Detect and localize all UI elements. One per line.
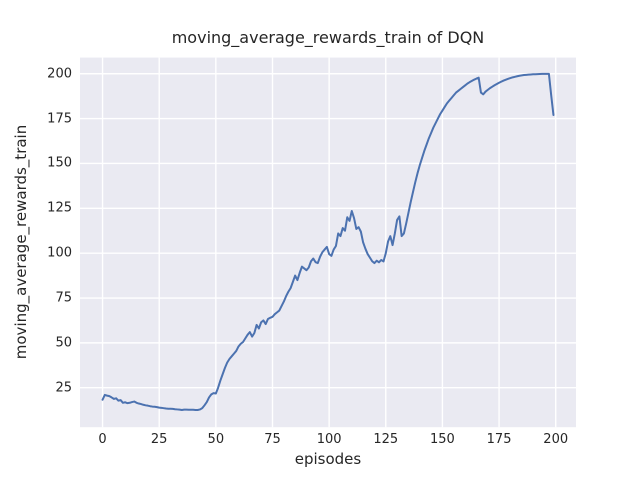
x-tick-label: 100 (316, 432, 342, 447)
x-tick-label: 125 (373, 432, 399, 447)
chart-title: moving_average_rewards_train of DQN (171, 28, 485, 47)
x-tick-label: 200 (543, 432, 569, 447)
y-tick-label: 175 (47, 111, 72, 127)
y-tick-label: 125 (47, 200, 72, 216)
x-tick-label: 25 (150, 432, 168, 447)
x-tick-label: 175 (486, 432, 512, 447)
axes-background (80, 57, 576, 428)
x-tick-label: 0 (98, 432, 107, 447)
y-tick-label: 50 (55, 335, 72, 351)
y-tick-label: 150 (47, 155, 72, 171)
x-tick-label: 150 (430, 432, 455, 447)
x-tick-label: 75 (264, 432, 281, 447)
series-line (101, 72, 555, 411)
y-tick-label: 200 (47, 66, 72, 82)
y-tick-label: 75 (55, 290, 72, 306)
x-axis-label: episodes (294, 450, 362, 468)
x-tick-label: 50 (207, 432, 225, 447)
y-tick-label: 25 (55, 380, 72, 396)
y-tick-label: 100 (47, 245, 72, 261)
